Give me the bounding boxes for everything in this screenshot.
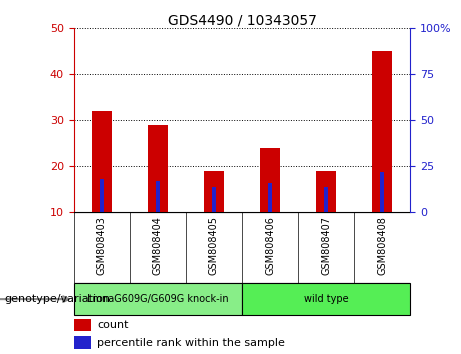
Bar xyxy=(74,319,90,331)
Bar xyxy=(74,336,90,349)
Bar xyxy=(74,283,242,315)
Text: GSM808408: GSM808408 xyxy=(377,216,387,275)
Text: count: count xyxy=(97,320,129,330)
Bar xyxy=(242,283,410,315)
Bar xyxy=(204,171,224,212)
Text: GSM808405: GSM808405 xyxy=(209,216,219,275)
Bar xyxy=(212,187,216,212)
Bar xyxy=(156,181,160,212)
Text: percentile rank within the sample: percentile rank within the sample xyxy=(97,338,285,348)
Bar xyxy=(148,125,168,212)
Bar xyxy=(92,111,112,212)
Bar xyxy=(316,171,336,212)
Bar xyxy=(324,187,328,212)
Text: LmnaG609G/G609G knock-in: LmnaG609G/G609G knock-in xyxy=(87,294,229,304)
Bar xyxy=(268,183,272,212)
Text: genotype/variation: genotype/variation xyxy=(5,294,111,304)
Text: GSM808404: GSM808404 xyxy=(153,216,163,275)
Bar xyxy=(372,51,392,212)
Text: GSM808407: GSM808407 xyxy=(321,216,331,275)
Bar xyxy=(380,172,384,212)
Text: GSM808403: GSM808403 xyxy=(97,216,107,275)
Bar xyxy=(260,148,280,212)
Text: wild type: wild type xyxy=(304,294,349,304)
Title: GDS4490 / 10343057: GDS4490 / 10343057 xyxy=(168,13,316,27)
Bar xyxy=(100,179,104,212)
Text: GSM808406: GSM808406 xyxy=(265,216,275,275)
